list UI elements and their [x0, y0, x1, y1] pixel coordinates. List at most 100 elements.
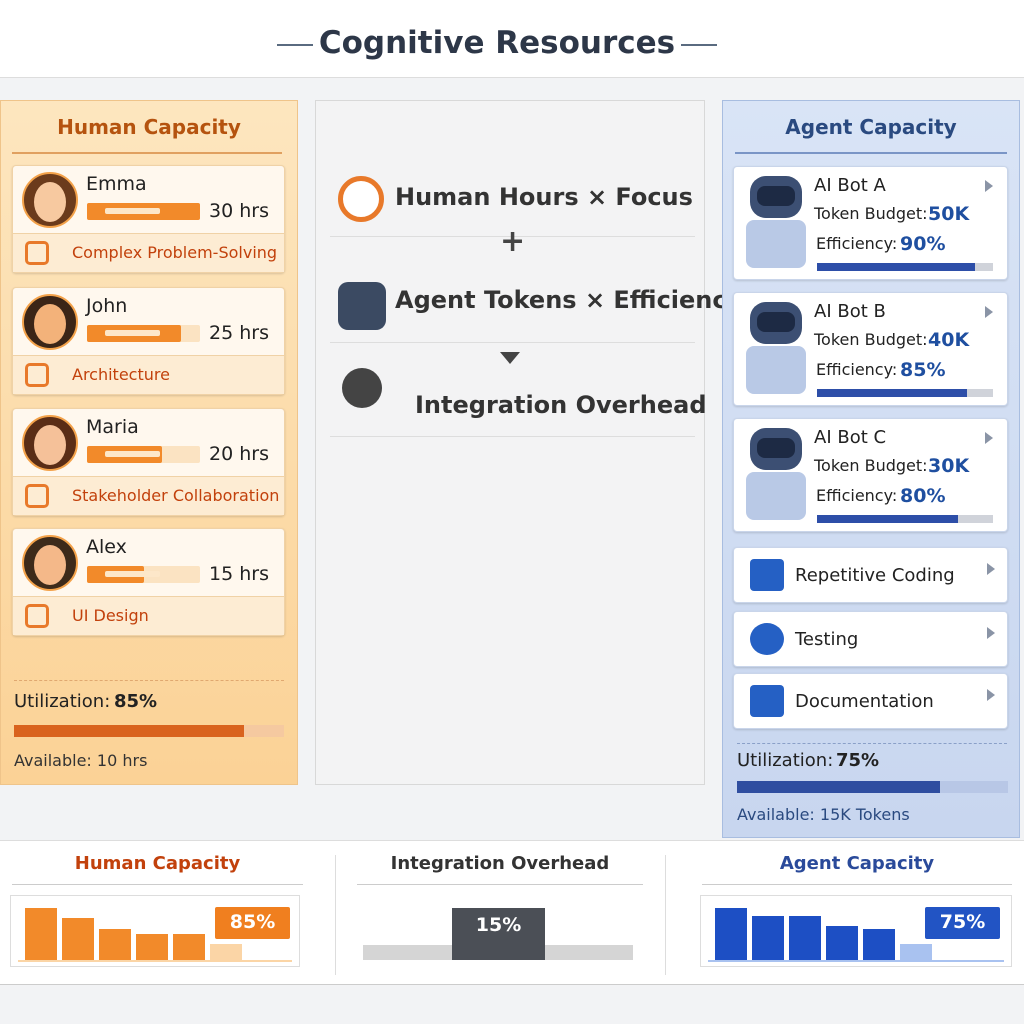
budget-value: 50K — [928, 202, 970, 225]
skill-icon — [25, 604, 49, 628]
skill-name: Architecture — [72, 365, 170, 385]
efficiency-value: 85% — [900, 358, 946, 381]
clock-icon — [338, 176, 384, 222]
summary-bar — [136, 934, 168, 960]
summary-rule — [357, 884, 643, 885]
avatar-face — [34, 304, 66, 344]
page-title: Cognitive Resources — [318, 25, 676, 61]
skill-icon — [25, 484, 49, 508]
formula-operator: + — [500, 223, 526, 259]
summary-chart-box — [10, 895, 300, 967]
task-name: Testing — [795, 629, 859, 651]
arrow-down — [500, 352, 520, 364]
gear-icon — [342, 368, 382, 408]
efficiency-bar — [817, 515, 958, 523]
skill-icon — [25, 241, 49, 265]
summary-bar — [900, 944, 932, 960]
available: Available: 15K Tokens — [737, 805, 910, 825]
dashed-rule — [14, 680, 284, 681]
summary-value-box — [925, 907, 1000, 939]
summary-bar — [25, 908, 57, 960]
task-icon — [750, 623, 784, 655]
avatar-face — [34, 182, 66, 222]
budget-value: 40K — [928, 328, 970, 351]
budget-label: Token Budget: — [814, 456, 928, 476]
agent-name: AI Bot C — [814, 427, 887, 449]
dashed-rule — [737, 743, 1007, 744]
divider — [665, 855, 666, 975]
budget-label: Token Budget: — [814, 330, 928, 350]
title-rule — [681, 44, 717, 46]
summary-bar — [826, 925, 858, 960]
avatar-face — [34, 425, 66, 465]
person-hours: 30 hrs — [209, 199, 269, 222]
utilization-value: 75% — [836, 750, 880, 772]
summary-bar — [863, 928, 895, 960]
skill-strip — [13, 596, 284, 635]
hours-bar-shine — [105, 330, 160, 336]
formula-panel — [315, 100, 705, 785]
utilization-bar — [14, 725, 244, 737]
task-icon — [750, 685, 784, 717]
summary-bar — [99, 928, 131, 960]
utilization-label: Utilization: — [14, 691, 111, 713]
person-hours: 20 hrs — [209, 442, 269, 465]
card-arrow — [987, 627, 995, 639]
efficiency-label: Efficiency: — [816, 360, 898, 380]
summary-value: 85% — [229, 910, 276, 933]
person-name: Maria — [86, 415, 139, 438]
efficiency-value: 80% — [900, 484, 946, 507]
person-hours: 15 hrs — [209, 562, 269, 585]
summary-value-box — [215, 907, 290, 939]
card-arrow — [985, 180, 993, 192]
utilization-label: Utilization: — [737, 750, 834, 772]
summary-rule — [702, 884, 1012, 885]
summary-bar — [173, 934, 205, 960]
panel-rule — [735, 152, 1007, 154]
person-name: Alex — [86, 535, 127, 558]
efficiency-label: Efficiency: — [816, 234, 898, 254]
efficiency-bar — [817, 263, 976, 271]
panel-rule — [12, 152, 282, 154]
summary-baseline — [18, 960, 292, 962]
budget-label: Token Budget: — [814, 204, 928, 224]
skill-icon — [25, 363, 49, 387]
summary-value: 15% — [475, 913, 522, 936]
summary-title: Integration Overhead — [390, 853, 610, 875]
robot-face — [757, 186, 795, 206]
hours-bar-shine — [105, 571, 160, 577]
robot-icon — [338, 282, 386, 330]
skill-strip — [13, 233, 284, 272]
robot-body — [746, 346, 806, 394]
robot-body — [746, 472, 806, 520]
title-rule — [277, 44, 313, 46]
task-icon — [750, 559, 784, 591]
efficiency-bar — [817, 389, 967, 397]
formula-term: Human Hours × Focus — [395, 182, 693, 211]
hours-bar-shine — [105, 451, 160, 457]
header-bar — [0, 0, 1024, 78]
card-arrow — [985, 432, 993, 444]
formula-term: Integration Overhead — [415, 390, 707, 419]
efficiency-value: 90% — [900, 232, 946, 255]
hours-bar-shine — [105, 208, 160, 214]
skill-name: Complex Problem-Solving — [72, 243, 278, 263]
avatar-face — [34, 545, 66, 585]
summary-title: Human Capacity — [74, 853, 241, 875]
card-arrow — [987, 689, 995, 701]
efficiency-label: Efficiency: — [816, 486, 898, 506]
skill-strip — [13, 355, 284, 394]
robot-body — [746, 220, 806, 268]
card-arrow — [985, 306, 993, 318]
available: Available: 10 hrs — [14, 751, 148, 771]
formula-rule — [330, 436, 695, 437]
agent-name: AI Bot B — [814, 301, 886, 323]
utilization-bar — [737, 781, 941, 793]
robot-face — [757, 438, 795, 458]
summary-chart-box — [700, 895, 1012, 967]
formula-rule — [330, 342, 695, 343]
panel-title: Human Capacity — [57, 115, 241, 139]
skill-name: UI Design — [72, 606, 149, 626]
overhead-block — [452, 908, 545, 960]
person-name: Emma — [86, 172, 147, 195]
